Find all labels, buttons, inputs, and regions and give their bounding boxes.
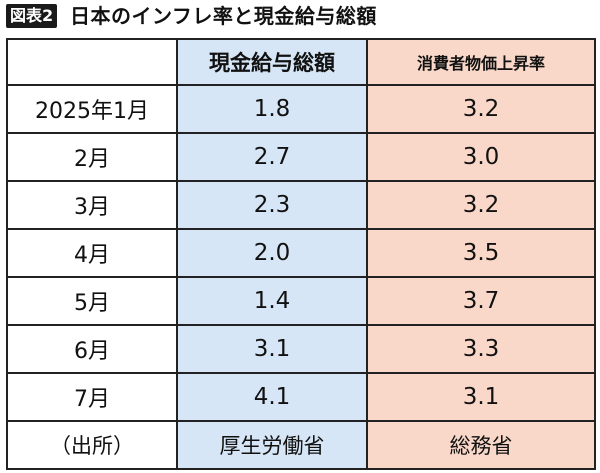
table-header-row: 現金給与総額 消費者物価上昇率 — [6, 38, 596, 86]
row-label-cell: 6月 — [6, 324, 178, 374]
cpi-value-cell: 3.3 — [366, 324, 596, 374]
source-row: （出所） 厚生労働省 総務省 — [6, 420, 596, 470]
corner-cell — [6, 38, 178, 86]
wages-value-cell: 3.1 — [176, 324, 368, 374]
wages-value-cell: 1.4 — [176, 276, 368, 326]
table-row: 4月 2.0 3.5 — [6, 228, 596, 278]
figure-label-badge: 図表2 — [6, 4, 58, 28]
row-label-cell: 4月 — [6, 228, 178, 278]
wages-value-cell: 2.3 — [176, 180, 368, 230]
source-wages-cell: 厚生労働省 — [176, 420, 368, 470]
cpi-value-cell: 3.2 — [366, 84, 596, 134]
cpi-value-cell: 3.0 — [366, 132, 596, 182]
figure-header: 図表2 日本のインフレ率と現金給与総額 — [0, 0, 600, 34]
table-row: 5月 1.4 3.7 — [6, 276, 596, 326]
table-row: 3月 2.3 3.2 — [6, 180, 596, 230]
figure-title: 日本のインフレ率と現金給与総額 — [70, 4, 377, 28]
column-header-cpi: 消費者物価上昇率 — [366, 38, 596, 86]
row-label-cell: 7月 — [6, 372, 178, 422]
cpi-value-cell: 3.1 — [366, 372, 596, 422]
data-table: 現金給与総額 消費者物価上昇率 2025年1月 1.8 3.2 2月 2.7 3.0 3月 2… — [6, 38, 596, 470]
cpi-value-cell: 3.7 — [366, 276, 596, 326]
table-row: 7月 4.1 3.1 — [6, 372, 596, 422]
row-label-cell: 2025年1月 — [6, 84, 178, 134]
wages-value-cell: 1.8 — [176, 84, 368, 134]
column-header-wages: 現金給与総額 — [176, 38, 368, 86]
wages-value-cell: 4.1 — [176, 372, 368, 422]
source-cpi-cell: 総務省 — [366, 420, 596, 470]
source-label-cell: （出所） — [6, 420, 178, 470]
table-row: 6月 3.1 3.3 — [6, 324, 596, 374]
row-label-cell: 5月 — [6, 276, 178, 326]
table-row: 2025年1月 1.8 3.2 — [6, 84, 596, 134]
cpi-value-cell: 3.2 — [366, 180, 596, 230]
wages-value-cell: 2.0 — [176, 228, 368, 278]
cpi-value-cell: 3.5 — [366, 228, 596, 278]
table-row: 2月 2.7 3.0 — [6, 132, 596, 182]
row-label-cell: 2月 — [6, 132, 178, 182]
wages-value-cell: 2.7 — [176, 132, 368, 182]
row-label-cell: 3月 — [6, 180, 178, 230]
table-body: 2025年1月 1.8 3.2 2月 2.7 3.0 3月 2.3 3.2 4月 2.0 3.5 5月 1… — [6, 84, 596, 470]
